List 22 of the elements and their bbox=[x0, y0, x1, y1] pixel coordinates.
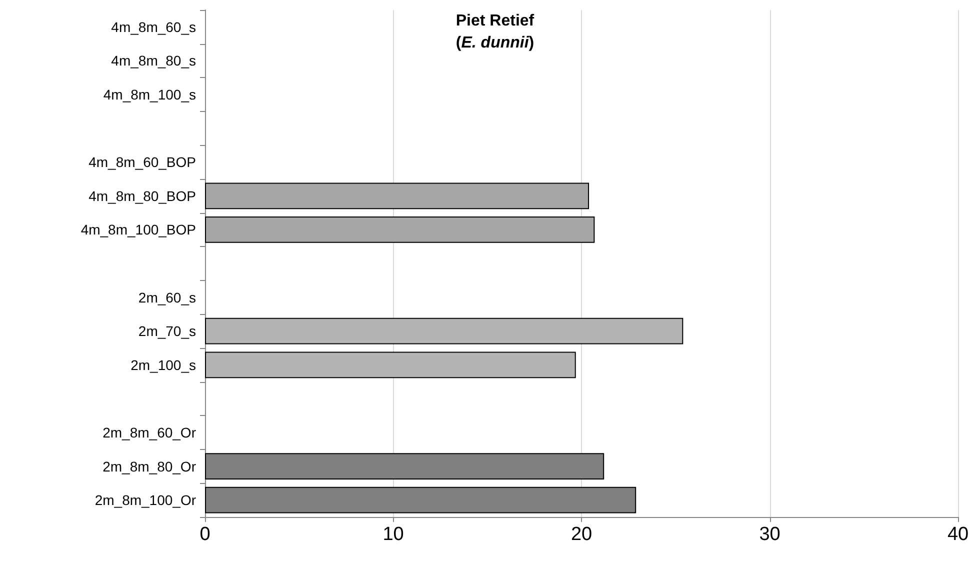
y-tick-label: 2m_8m_80_Or bbox=[102, 458, 196, 474]
x-tick-label: 20 bbox=[570, 524, 592, 545]
x-tick-label: 0 bbox=[200, 524, 210, 545]
y-tick-label: 4m_8m_80_BOP bbox=[88, 188, 196, 204]
x-tick-label: 40 bbox=[947, 524, 969, 545]
bar bbox=[205, 318, 684, 344]
y-tick-label: 4m_8m_60_BOP bbox=[88, 154, 196, 170]
x-tick-label: 10 bbox=[382, 524, 404, 545]
y-tick-label: 4m_8m_60_s bbox=[111, 18, 196, 35]
y-tick-label: 2m_70_s bbox=[138, 323, 196, 340]
text: Piet Retief (E. dunnii) bbox=[456, 12, 535, 52]
bar bbox=[205, 182, 590, 210]
y-tick-label: 4m_8m_100_s bbox=[103, 86, 196, 102]
bar bbox=[205, 352, 576, 378]
x-tick-label: 30 bbox=[759, 524, 780, 545]
bar bbox=[205, 216, 595, 243]
y-tick-label: 2m_60_s bbox=[138, 289, 196, 306]
y-tick-label: 2m_8m_60_Or bbox=[102, 424, 196, 440]
y-tick-label: 4m_8m_80_s bbox=[111, 52, 196, 69]
y-tick-label: 4m_8m_100_BOP bbox=[80, 222, 196, 238]
y-tick-label: 2m_100_s bbox=[130, 356, 196, 373]
y-tick-label: 2m_8m_100_Or bbox=[94, 492, 196, 508]
